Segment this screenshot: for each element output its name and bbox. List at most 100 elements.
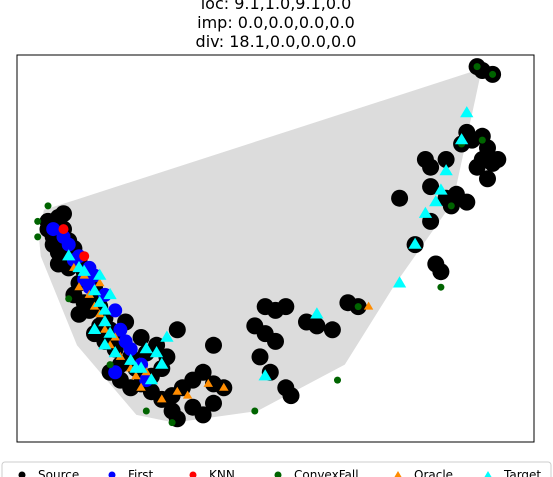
convexfall-point-4 — [106, 361, 114, 369]
source-point-56 — [132, 329, 150, 346]
source-point-77 — [437, 151, 455, 168]
target-point-30 — [460, 106, 474, 118]
source-point-23 — [70, 305, 88, 323]
source-point-74 — [391, 189, 409, 207]
target-point-9 — [87, 322, 102, 334]
first-point-0 — [46, 222, 61, 237]
target-point-2 — [77, 264, 91, 276]
convexfall-point-14 — [489, 70, 497, 78]
target-point-11 — [98, 338, 112, 350]
target-point-12 — [108, 346, 122, 358]
target-point-13 — [124, 353, 138, 365]
oracle-point-19 — [172, 386, 182, 395]
title-line-1: loc: 9.1,1.0,9.1,0.0 — [201, 0, 352, 13]
target-point-22 — [310, 307, 324, 319]
convexfall-point-8 — [334, 376, 341, 384]
target-point-25 — [418, 206, 433, 218]
convexfall-point-0 — [44, 202, 52, 210]
oracle-point-18 — [182, 390, 193, 399]
source-point-92 — [489, 151, 507, 168]
legend-label-oracle: Oracle — [414, 468, 453, 477]
first-point-15 — [108, 365, 123, 380]
first-point-2 — [61, 237, 76, 252]
target-point-21 — [258, 369, 272, 381]
convexfall-point-10 — [437, 283, 445, 291]
target-point-19 — [139, 342, 153, 354]
target-point-23 — [392, 276, 407, 288]
oracle-point-3 — [74, 282, 84, 291]
scatter-marks — [34, 58, 507, 428]
convexfall-point-13 — [473, 63, 481, 71]
convexfall-point-3 — [65, 295, 73, 303]
legend-marker-source — [18, 471, 26, 477]
convexfall-point-15 — [478, 136, 486, 144]
convexfall-point-9 — [354, 303, 362, 311]
source-point-83 — [422, 178, 440, 196]
title-line-3: div: 18.1,0.0,0.0,0.0 — [196, 32, 357, 51]
legend-marker-knn — [189, 471, 197, 477]
target-point-29 — [455, 133, 469, 145]
first-point-11 — [113, 322, 128, 337]
target-point-15 — [144, 373, 159, 385]
convexfall-point-6 — [168, 419, 176, 427]
source-point-2 — [55, 205, 72, 223]
series-knn — [58, 224, 90, 262]
source-point-71 — [323, 321, 341, 339]
target-point-18 — [149, 346, 164, 358]
title-line-2: imp: 0.0,0.0,0.0,0.0 — [197, 13, 355, 32]
target-point-6 — [93, 295, 107, 307]
first-point-10 — [108, 303, 123, 318]
source-point-90 — [468, 158, 486, 176]
legend-entries: Source First KNN ConvexFall Oracle Target — [18, 468, 541, 477]
oracle-point-13 — [131, 371, 141, 380]
legend-label-target: Target — [503, 468, 541, 477]
source-point-50 — [205, 394, 222, 412]
source-point-70 — [308, 317, 326, 335]
source-point-54 — [122, 379, 140, 397]
legend: Source First KNN ConvexFall Oracle Target — [1, 461, 552, 477]
target-point-28 — [439, 164, 453, 176]
target-point-10 — [103, 326, 117, 338]
convexfall-point-5 — [142, 407, 150, 415]
legend-label-source: Source — [38, 468, 79, 477]
series-target — [62, 106, 474, 385]
oracle-point-17 — [157, 394, 167, 403]
oracle-point-8 — [100, 324, 110, 333]
knn-point-1 — [79, 251, 90, 262]
legend-marker-oracle — [394, 471, 402, 477]
source-point-64 — [267, 332, 284, 350]
source-point-80 — [432, 263, 450, 281]
source-point-58 — [205, 336, 222, 354]
convexfall-point-2 — [34, 233, 42, 241]
source-point-68 — [282, 387, 300, 405]
source-point-45 — [194, 363, 212, 381]
target-point-27 — [434, 183, 448, 195]
source-point-76 — [422, 158, 440, 176]
convexfall-point-1 — [34, 217, 42, 225]
first-point-13 — [123, 342, 138, 357]
axes-frame — [16, 54, 535, 443]
oracle-point-22 — [363, 301, 374, 310]
target-point-26 — [429, 195, 443, 207]
source-point-65 — [251, 348, 269, 366]
convex-hull-region — [38, 68, 482, 423]
legend-marker-target — [484, 471, 492, 477]
legend-marker-convexfall — [274, 471, 282, 477]
oracle-point-4 — [95, 278, 105, 287]
source-point-57 — [168, 321, 186, 339]
oracle-point-21 — [219, 382, 229, 391]
target-point-3 — [93, 268, 107, 280]
source-point-49 — [194, 406, 212, 424]
source-point-61 — [277, 298, 295, 316]
target-point-4 — [87, 284, 102, 296]
convexfall-point-11 — [447, 202, 455, 210]
oracle-point-16 — [136, 382, 146, 391]
legend-label-convexfall: ConvexFall — [294, 468, 359, 477]
knn-point-0 — [58, 224, 69, 235]
convexfall-point-7 — [251, 407, 259, 415]
target-point-7 — [98, 303, 112, 315]
target-point-24 — [408, 237, 422, 249]
target-point-0 — [62, 249, 76, 261]
plot-area — [16, 54, 535, 443]
